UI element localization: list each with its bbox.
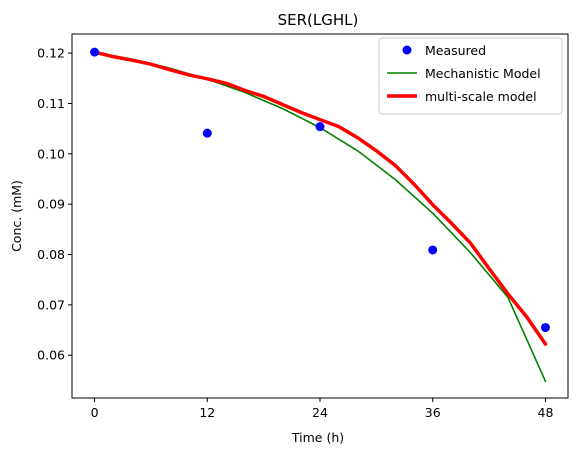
measured-point bbox=[540, 323, 550, 333]
y-axis-label: Conc. (mM) bbox=[9, 180, 24, 252]
legend-label-measured: Measured bbox=[425, 43, 486, 58]
y-tick-label: 0.08 bbox=[37, 247, 65, 262]
legend-label-multiscale: multi-scale model bbox=[425, 89, 537, 104]
legend-frame bbox=[378, 37, 563, 115]
series-line-multiscale bbox=[92, 50, 548, 346]
y-tick-label: 0.10 bbox=[37, 146, 65, 161]
x-tick-label: 48 bbox=[538, 405, 554, 420]
plot-area bbox=[90, 47, 550, 383]
x-tick-label: 24 bbox=[312, 405, 328, 420]
x-tick-label: 12 bbox=[199, 405, 215, 420]
x-axis-label: Time (h) bbox=[291, 430, 344, 445]
x-tick-label: 36 bbox=[425, 405, 441, 420]
y-tick-label: 0.11 bbox=[37, 96, 65, 111]
y-tick-label: 0.12 bbox=[37, 46, 65, 61]
y-tick-label: 0.09 bbox=[37, 197, 65, 212]
measured-point bbox=[428, 245, 438, 255]
legend: Measured Mechanistic Model multi-scale m… bbox=[378, 37, 563, 115]
measured-point bbox=[315, 122, 325, 132]
legend-label-mechanistic: Mechanistic Model bbox=[425, 66, 541, 81]
measured-point bbox=[90, 47, 100, 57]
x-axis: 0 12 24 36 48 bbox=[91, 398, 554, 420]
y-tick-label: 0.07 bbox=[37, 297, 65, 312]
legend-marker-measured bbox=[402, 45, 412, 55]
y-tick-label: 0.06 bbox=[37, 348, 65, 363]
chart-title: SER(LGHL) bbox=[278, 11, 359, 29]
x-tick-label: 0 bbox=[91, 405, 99, 420]
y-axis: 0.06 0.07 0.08 0.09 0.10 0.11 0.12 bbox=[37, 46, 72, 363]
measured-point bbox=[202, 128, 212, 138]
